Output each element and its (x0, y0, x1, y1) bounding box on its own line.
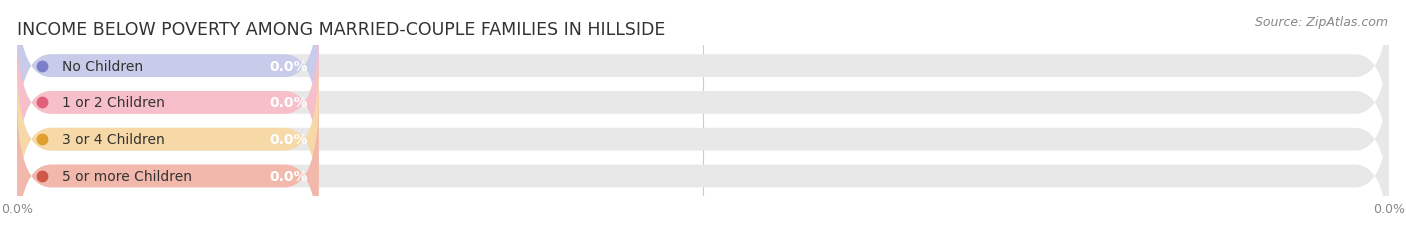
FancyBboxPatch shape (17, 59, 1389, 220)
Text: INCOME BELOW POVERTY AMONG MARRIED-COUPLE FAMILIES IN HILLSIDE: INCOME BELOW POVERTY AMONG MARRIED-COUPL… (17, 21, 665, 39)
Text: 5 or more Children: 5 or more Children (62, 169, 193, 183)
FancyBboxPatch shape (17, 59, 319, 220)
FancyBboxPatch shape (17, 96, 319, 231)
Text: 0.0%: 0.0% (270, 169, 308, 183)
Text: 0.0%: 0.0% (270, 59, 308, 73)
FancyBboxPatch shape (17, 23, 1389, 183)
FancyBboxPatch shape (17, 23, 319, 183)
FancyBboxPatch shape (17, 96, 1389, 231)
Text: Source: ZipAtlas.com: Source: ZipAtlas.com (1254, 16, 1388, 29)
Text: 1 or 2 Children: 1 or 2 Children (62, 96, 165, 110)
Text: No Children: No Children (62, 59, 143, 73)
Text: 0.0%: 0.0% (270, 133, 308, 146)
Text: 3 or 4 Children: 3 or 4 Children (62, 133, 165, 146)
Text: 0.0%: 0.0% (270, 96, 308, 110)
FancyBboxPatch shape (17, 0, 319, 146)
FancyBboxPatch shape (17, 0, 1389, 146)
